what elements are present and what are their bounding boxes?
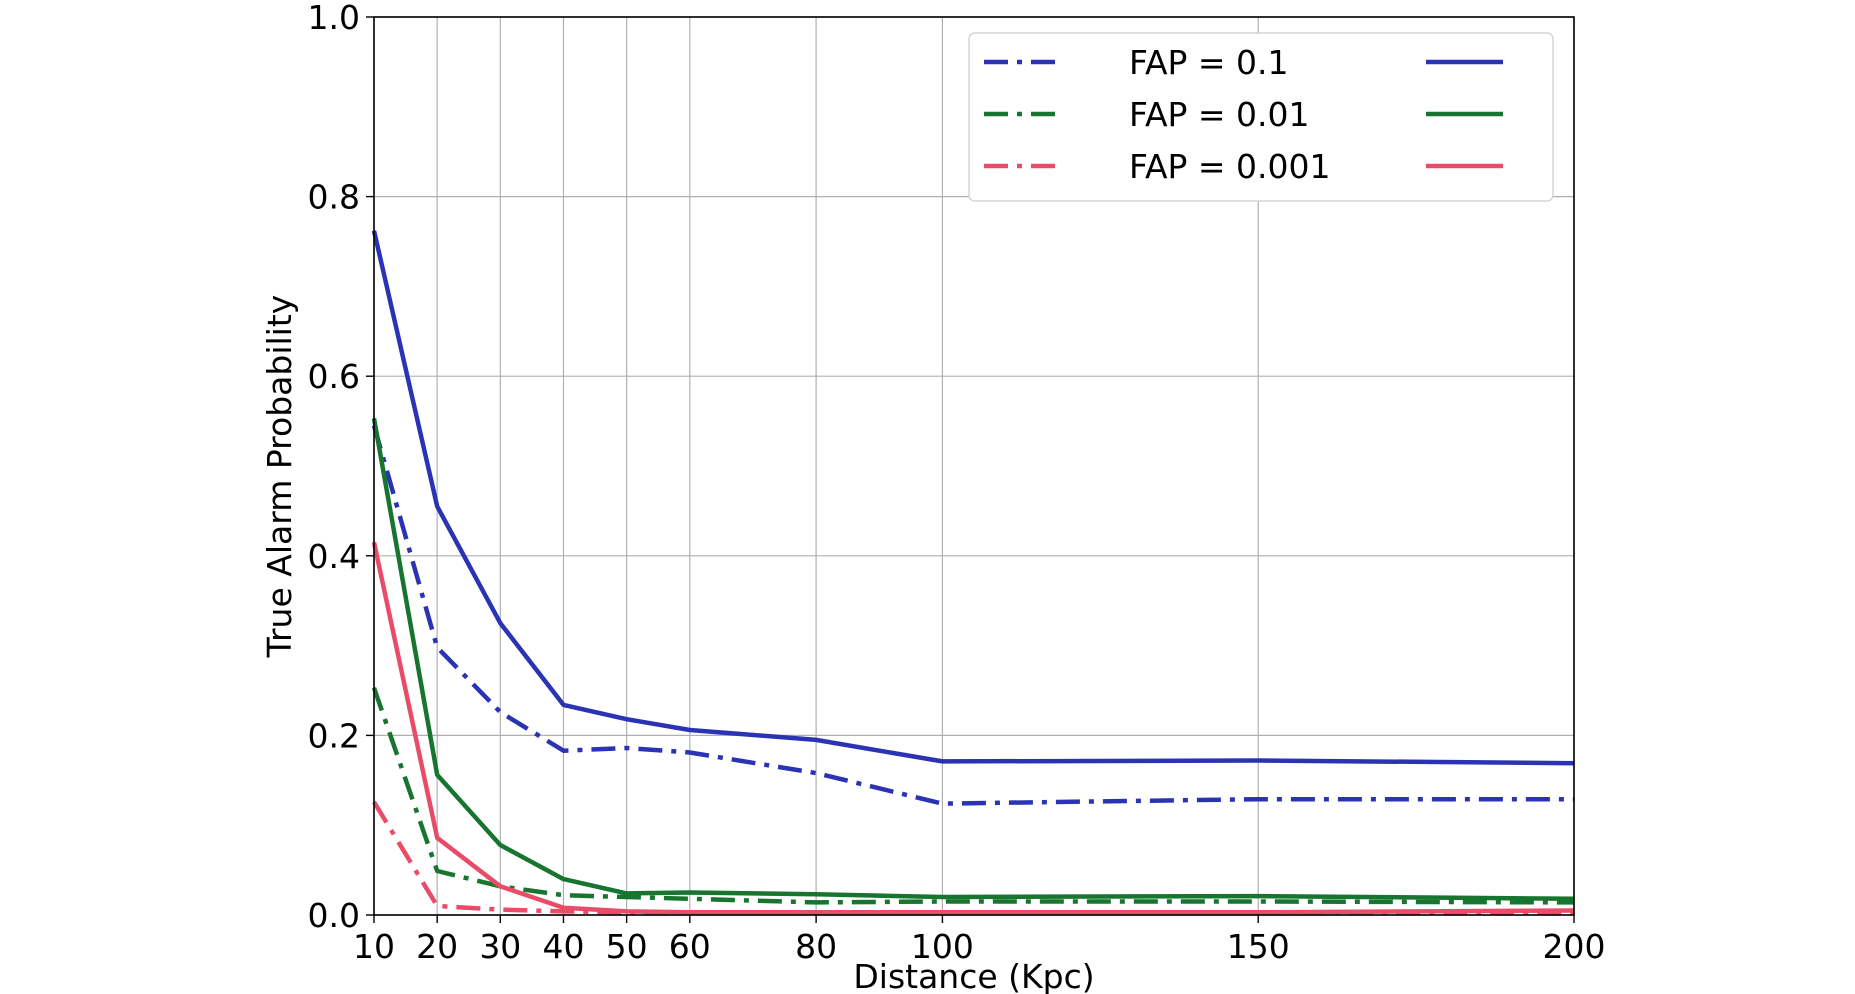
x-tick-label: 10 bbox=[353, 927, 395, 966]
y-axis: 0.0 0.2 0.4 0.6 0.8 1.0 bbox=[308, 0, 374, 935]
series-line-2 bbox=[371, 230, 1575, 766]
y-tick-label: 0.6 bbox=[308, 357, 360, 396]
x-tick-label: 40 bbox=[542, 927, 584, 966]
y-axis-label: True Alarm Probability bbox=[260, 295, 299, 659]
x-tick-label: 50 bbox=[606, 927, 648, 966]
x-tick-label: 60 bbox=[669, 927, 711, 966]
y-tick-label: 0.8 bbox=[308, 178, 360, 217]
series-layer bbox=[371, 230, 1575, 916]
x-tick-label: 200 bbox=[1543, 927, 1606, 966]
y-tick-label: 1.0 bbox=[308, 0, 360, 37]
x-tick-label: 100 bbox=[911, 927, 974, 966]
x-axis: 10 20 30 40 50 60 80 100 150 200 bbox=[353, 915, 1606, 966]
x-axis-label: Distance (Kpc) bbox=[853, 957, 1094, 994]
legend: FAP = 0.1 FAP = 0.01 FAP = 0.001 bbox=[968, 32, 1554, 202]
series-line-1 bbox=[371, 424, 1574, 806]
plot-frame bbox=[373, 16, 1575, 916]
legend-label: FAP = 0.001 bbox=[1129, 147, 1331, 186]
series-line-4 bbox=[371, 418, 1575, 902]
y-tick-label: 0.4 bbox=[308, 537, 360, 576]
x-tick-label: 80 bbox=[795, 927, 837, 966]
x-tick-label: 150 bbox=[1227, 927, 1290, 966]
legend-label: FAP = 0.1 bbox=[1129, 43, 1289, 82]
series-line-6 bbox=[371, 541, 1575, 915]
series-line-3 bbox=[371, 687, 1575, 905]
y-tick-label: 0.2 bbox=[308, 716, 360, 755]
x-tick-label: 30 bbox=[479, 927, 521, 966]
legend-label: FAP = 0.01 bbox=[1129, 95, 1310, 134]
x-tick-label: 20 bbox=[416, 927, 458, 966]
legend-box bbox=[968, 32, 1554, 202]
y-tick-label: 0.0 bbox=[308, 896, 360, 935]
